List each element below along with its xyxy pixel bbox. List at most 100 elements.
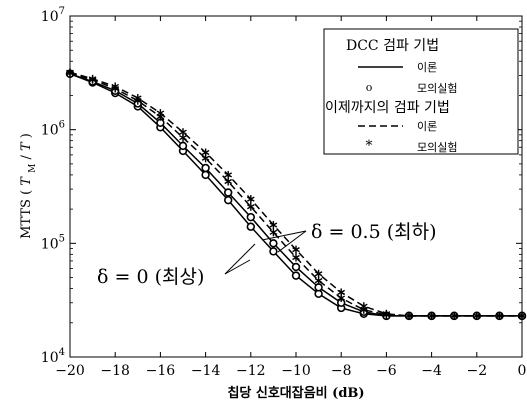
- star-stroke: [179, 129, 187, 135]
- legend-group1-line-label: 이론: [417, 61, 437, 74]
- series-1-point: [201, 170, 210, 180]
- y-tick-label-exponent: 5: [59, 233, 65, 244]
- star-stroke: [495, 313, 504, 319]
- annotation-delta-zero: δ = 0 (최상): [97, 243, 256, 288]
- star-stroke: [269, 222, 278, 228]
- x-tick-label: −20: [55, 363, 85, 379]
- x-tick-label: −4: [421, 363, 442, 379]
- y-tick-label-base: 10: [41, 350, 59, 366]
- star-stroke: [224, 172, 233, 178]
- series-4-point: [224, 170, 233, 179]
- legend-group2-marker-label: 모의실험: [417, 141, 457, 154]
- x-tick-label: 0: [518, 363, 527, 379]
- series-4-point: [269, 220, 278, 229]
- series-1-point: [224, 195, 233, 205]
- y-tick-label-base: 10: [41, 236, 59, 252]
- star-stroke: [66, 69, 74, 75]
- series-1-point: [291, 271, 301, 280]
- y-axis-label: MTTS ( T M / T ): [19, 133, 38, 239]
- legend-group1-marker-label: 모의실험: [417, 82, 457, 95]
- y-axis-label-num: T: [19, 176, 34, 186]
- star-stroke: [88, 76, 97, 82]
- series-4-point: [518, 311, 526, 320]
- series-4-point: [156, 109, 165, 118]
- y-axis-label-num-sub: M: [28, 164, 38, 173]
- series-4-point: [337, 288, 346, 297]
- series-1-point: [246, 222, 256, 231]
- annotation-delta-half-arrow-2: [277, 230, 307, 253]
- legend-group1-title: DCC 검파 기법: [346, 38, 439, 54]
- series-4-point: [246, 195, 255, 204]
- star-stroke: [201, 149, 210, 156]
- y-tick-label: 106: [41, 120, 65, 139]
- star-stroke: [292, 247, 300, 253]
- series-2-point: [246, 212, 256, 222]
- series-4-point: [292, 245, 300, 254]
- y-tick-label-base: 10: [41, 123, 59, 139]
- annotation-delta-zero-arrow-1: [224, 243, 256, 275]
- star-stroke: [156, 110, 165, 116]
- x-tick-label: −18: [100, 363, 130, 379]
- star-stroke: [201, 155, 210, 161]
- star-stroke: [111, 83, 120, 90]
- series-4-point: [359, 302, 368, 311]
- series-4-point: [472, 311, 481, 320]
- x-axis-label: 칩당 신호대잡음비 (dB): [227, 385, 364, 401]
- x-tick-label: −12: [236, 363, 266, 379]
- series-2-point: [269, 239, 278, 248]
- star-stroke: [314, 277, 323, 284]
- y-axis-label-slash: /: [19, 155, 34, 160]
- x-tick-label: −10: [281, 363, 311, 379]
- series-3-point: [246, 202, 255, 211]
- annotation-delta-half-arrow-1: [261, 230, 307, 241]
- series-2-point: [314, 283, 323, 292]
- legend-group2-title: 이제까지의 검파 기법: [325, 100, 450, 116]
- x-tick-label: −14: [191, 363, 221, 379]
- star-stroke: [337, 289, 346, 296]
- star-stroke: [382, 311, 391, 317]
- series-4-point: [382, 309, 391, 318]
- series-3-point: [269, 228, 278, 237]
- star-stroke: [518, 313, 526, 319]
- series-4-point: [133, 93, 142, 102]
- series-4-point: [450, 311, 459, 320]
- annotation-delta-half: δ = 0.5 (최하): [261, 221, 436, 253]
- series-3-point: [314, 276, 323, 285]
- star-stroke: [427, 313, 436, 319]
- star-stroke: [450, 313, 459, 319]
- y-axis-label-text: MTTS: [19, 199, 34, 239]
- star-stroke: [269, 229, 278, 235]
- series-4-point: [405, 311, 413, 320]
- x-tick-label: −2: [466, 363, 487, 379]
- legend-group2-line-label: 이론: [417, 120, 437, 133]
- star-stroke: [472, 313, 481, 319]
- series-4-point: [427, 311, 436, 320]
- legend-group1-marker-swatch: o: [366, 81, 373, 94]
- star-stroke: [133, 95, 142, 101]
- series-2-point: [224, 188, 233, 197]
- star-stroke: [246, 204, 255, 210]
- legend-box: [323, 28, 519, 155]
- y-tick-label-base: 10: [41, 9, 59, 25]
- series-4-point: [495, 311, 504, 320]
- annotation-delta-zero-arrow-2: [224, 259, 251, 275]
- series-2-point: [178, 141, 188, 151]
- series-4-point: [66, 68, 74, 77]
- series-4-point: [179, 128, 187, 137]
- y-axis-label-paren-close: ): [19, 133, 34, 138]
- star-stroke: [337, 295, 346, 301]
- series-4-point: [88, 74, 97, 83]
- series-4-point: [201, 148, 210, 157]
- series-4-point: [314, 269, 323, 278]
- star-stroke: [405, 313, 413, 319]
- y-tick-label-exponent: 6: [59, 120, 65, 131]
- series-layer: [65, 68, 527, 321]
- series-4-point: [111, 82, 120, 91]
- x-tick-label: −8: [331, 363, 352, 379]
- y-tick-label: 107: [41, 6, 65, 25]
- series-3-point: [292, 253, 300, 262]
- series-2-point: [201, 163, 210, 173]
- y-tick-label-exponent: 4: [59, 347, 65, 358]
